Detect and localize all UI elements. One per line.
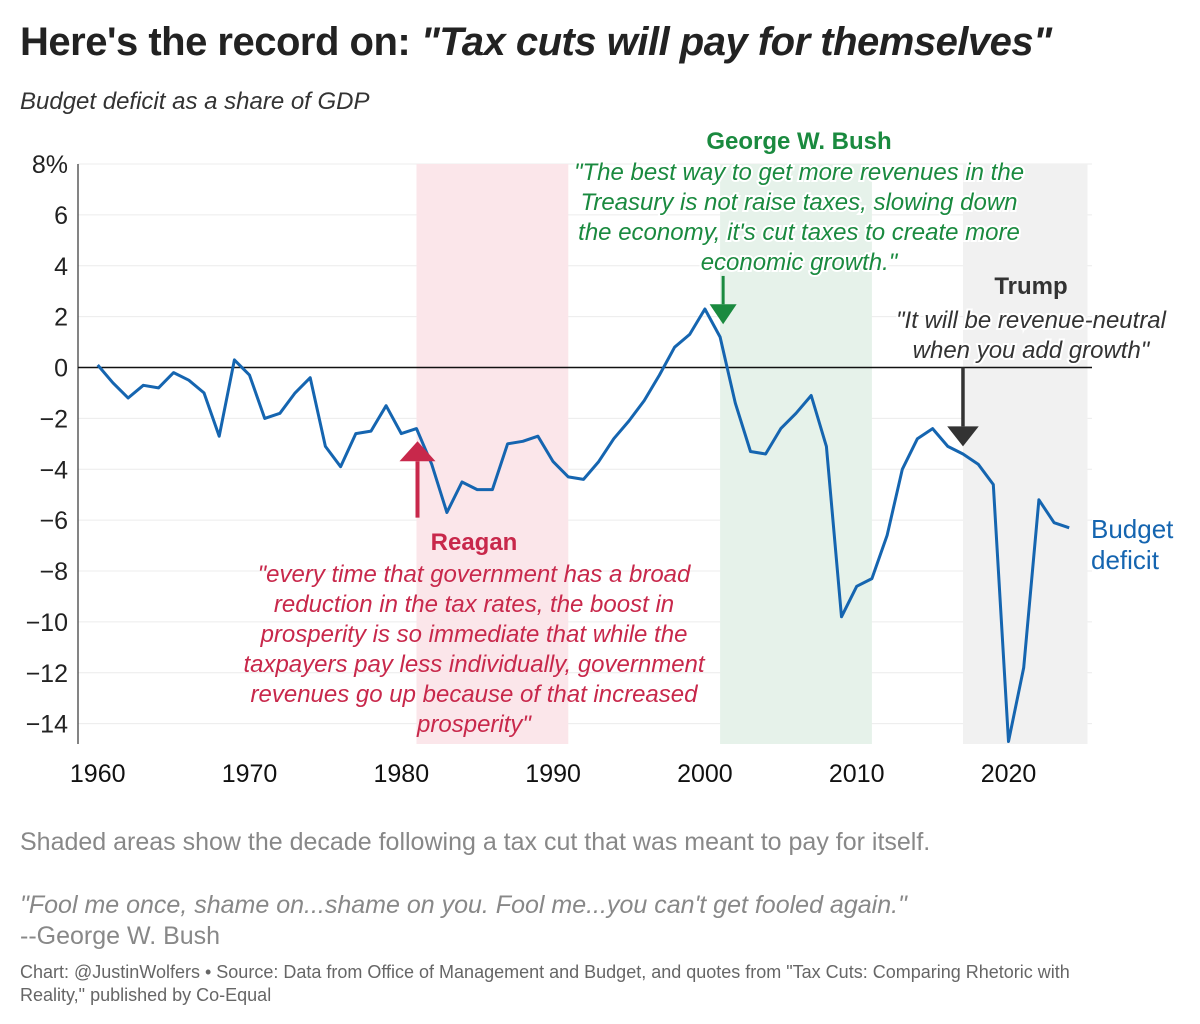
- x-tick-label: 1980: [374, 760, 430, 788]
- reagan-quote-line: taxpayers pay less individually, governm…: [243, 651, 705, 678]
- series-label: Budget: [1091, 514, 1174, 544]
- trump-quote-line: "It will be revenue-neutral: [896, 307, 1167, 334]
- reagan-quote-line: prosperity": [416, 711, 532, 738]
- x-tick-label: 1960: [70, 760, 126, 788]
- reagan-quote-line: prosperity is so immediate that while th…: [260, 621, 688, 648]
- bush-quote-line: "The best way to get more revenues in th…: [574, 159, 1024, 186]
- bush-arrow-head: [709, 304, 737, 325]
- y-tick-label: 6: [54, 202, 68, 230]
- reagan-quote-line: reduction in the tax rates, the boost in: [274, 591, 674, 618]
- bush-quote-line: economic growth.": [701, 249, 899, 276]
- shading-note: Shaded areas show the decade following a…: [20, 828, 931, 856]
- fool-attribution: --George W. Bush: [20, 922, 221, 950]
- credit-line-1: Chart: @JustinWolfers • Source: Data fro…: [20, 962, 1070, 982]
- y-tick-label: 0: [54, 355, 68, 383]
- y-tick-label: 2: [54, 304, 68, 332]
- x-tick-label: 1970: [222, 760, 278, 788]
- reagan-quote-line: "every time that government has a broad: [258, 561, 691, 588]
- y-tick-label: −4: [39, 456, 68, 484]
- y-tick-label: 4: [54, 253, 68, 281]
- y-tick-label: −12: [26, 660, 68, 688]
- trump-arrow-head: [947, 426, 979, 447]
- bush-label: George W. Bush: [706, 128, 891, 155]
- y-tick-label: −6: [39, 507, 68, 535]
- reagan-quote-line: revenues go up because of that increased: [251, 681, 699, 708]
- series-label: deficit: [1091, 545, 1160, 575]
- y-tick-label: −8: [39, 558, 68, 586]
- fool-quote: "Fool me once, shame on...shame on you. …: [20, 891, 907, 919]
- bush-quote-line: Treasury is not raise taxes, slowing dow…: [580, 189, 1017, 216]
- title-quote: "Tax cuts will pay for themselves": [420, 20, 1052, 64]
- deficit-line: [96, 307, 1070, 743]
- closing-quote: "Fool me once, shame on...shame on you. …: [20, 890, 907, 952]
- title-lead: Here's the record on:: [20, 20, 421, 64]
- trump-quote-line: when you add growth": [913, 337, 1151, 364]
- credit-line-2: Reality," published by Co-Equal: [20, 985, 272, 1005]
- y-tick-label: −10: [26, 609, 68, 637]
- reagan-arrow-head: [399, 441, 436, 462]
- y-tick-label: −2: [39, 405, 68, 433]
- y-tick-label: −14: [26, 711, 69, 739]
- shaded-period-reagan: [416, 164, 569, 744]
- x-tick-label: 1990: [525, 760, 581, 788]
- source-credit: Chart: @JustinWolfers • Source: Data fro…: [20, 961, 1180, 1007]
- y-tick-label: 8%: [32, 151, 68, 179]
- chart-title: Here's the record on: "Tax cuts will pay…: [20, 20, 1052, 65]
- x-tick-label: 2020: [981, 760, 1037, 788]
- chart-subtitle: Budget deficit as a share of GDP: [20, 88, 370, 115]
- trump-label: Trump: [994, 273, 1067, 300]
- x-tick-label: 2010: [829, 760, 885, 788]
- bush-quote-line: the economy, it's cut taxes to create mo…: [578, 219, 1020, 246]
- x-tick-label: 2000: [677, 760, 733, 788]
- shaded-period-bush: [720, 164, 872, 744]
- reagan-label: Reagan: [431, 529, 518, 556]
